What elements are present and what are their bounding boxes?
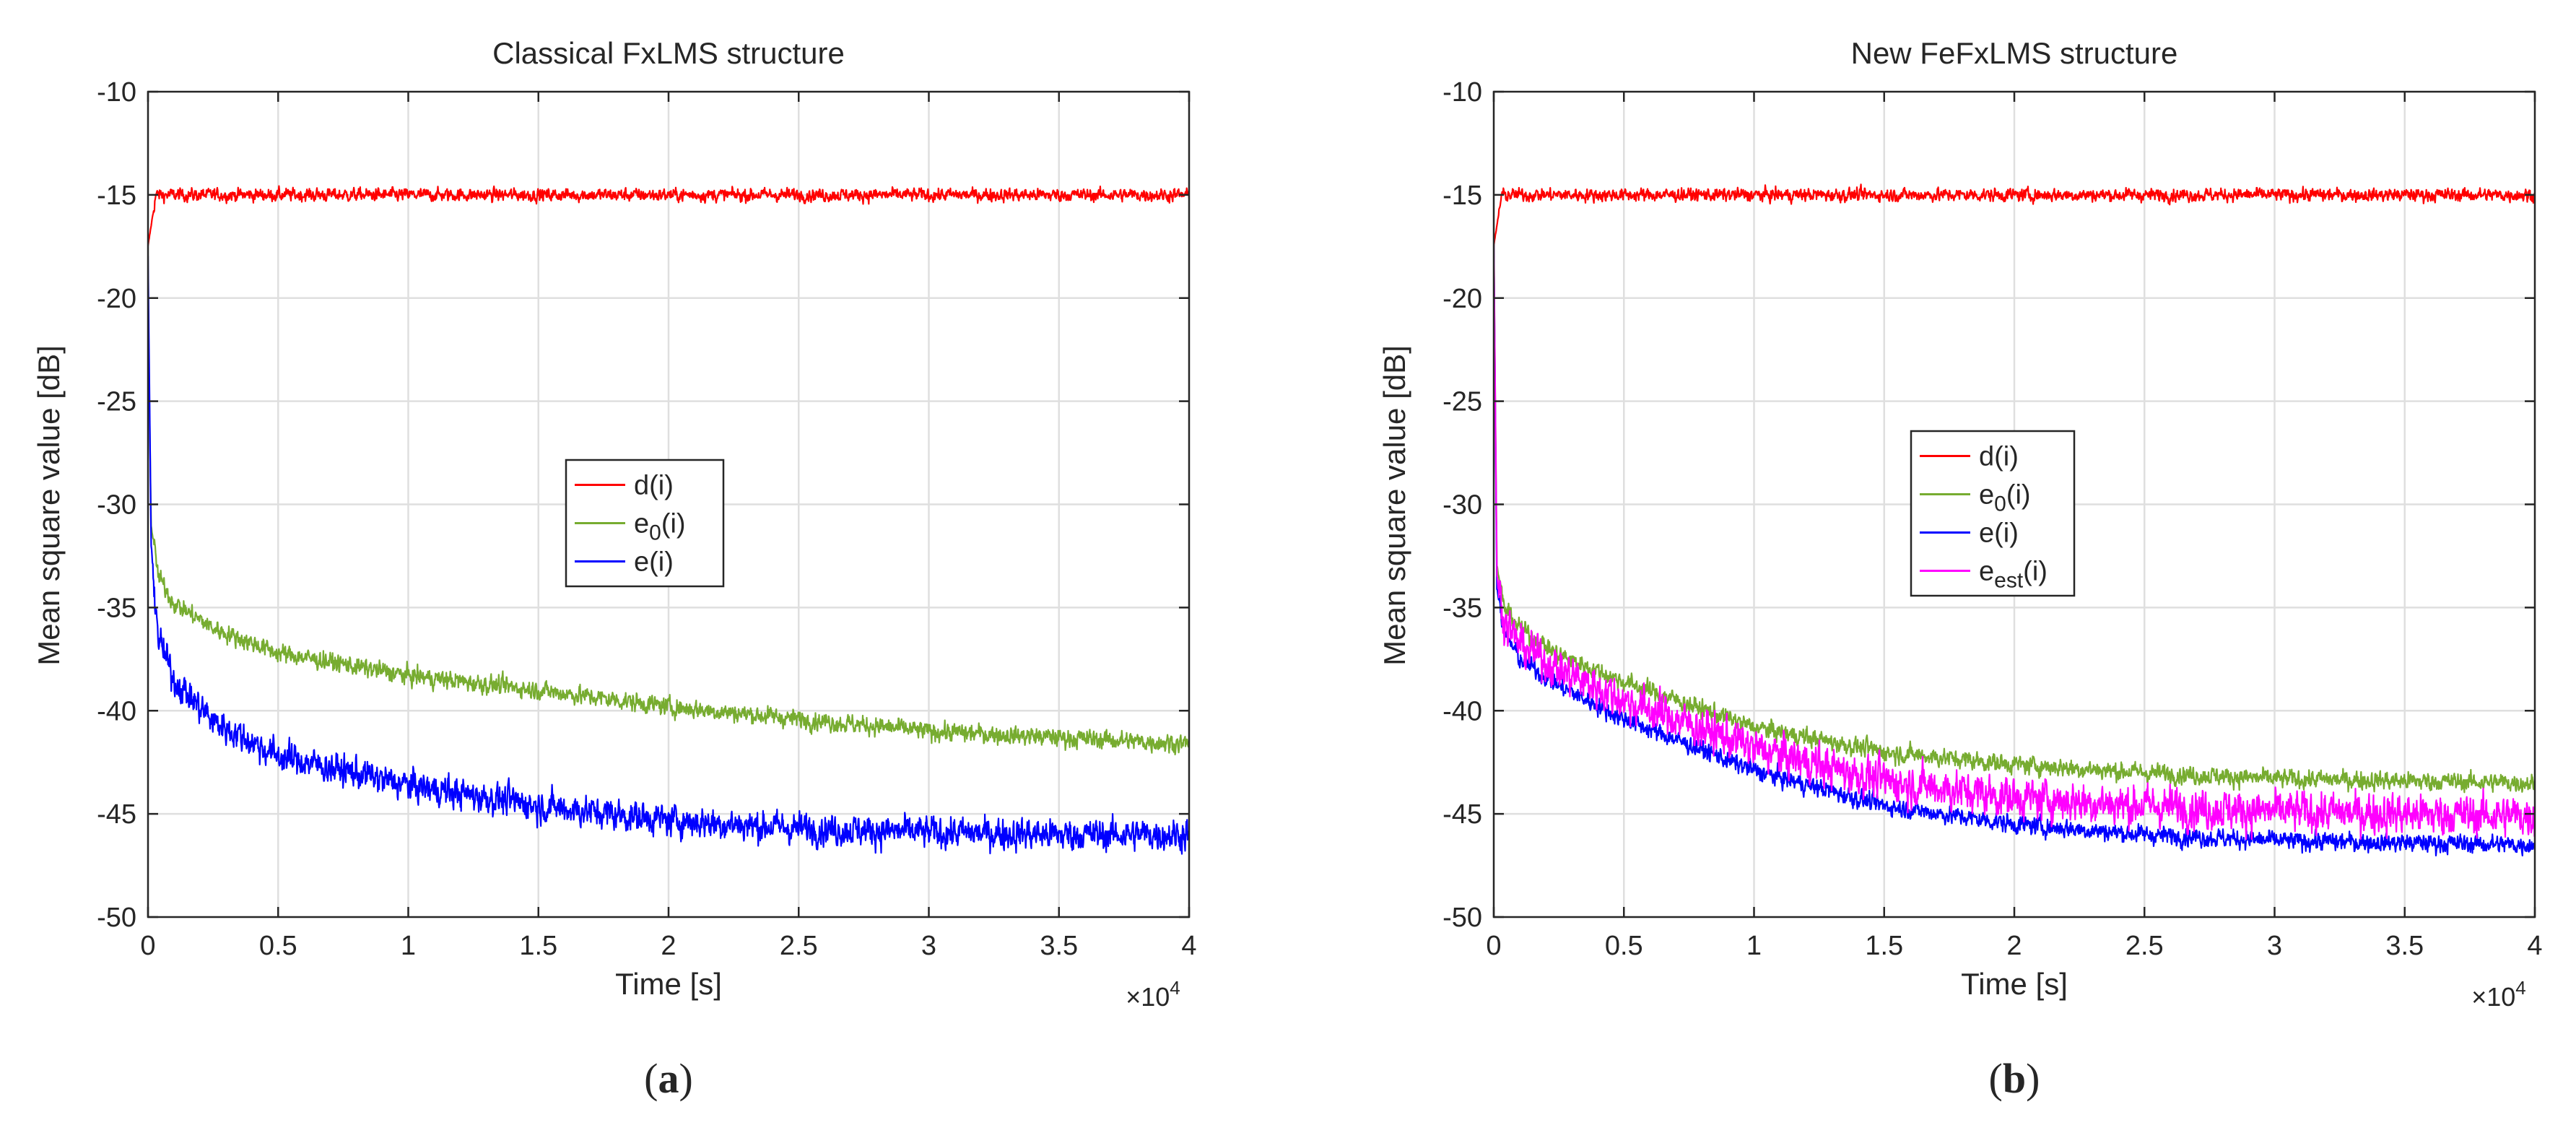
x-exponent-power: 4 <box>2515 977 2525 999</box>
x-tick-label: 2 <box>2006 931 2022 961</box>
y-tick-label: -35 <box>1443 593 1482 623</box>
legend-entry-label: eest(i) <box>1979 557 2048 593</box>
series-line-eesti <box>1494 238 2535 841</box>
y-tick-label: -25 <box>1443 387 1482 417</box>
y-tick-label: -15 <box>1443 181 1482 211</box>
y-tick-label: -10 <box>97 77 136 108</box>
x-exponent-power: 4 <box>1170 977 1180 999</box>
panel-label: (a) <box>644 1055 693 1102</box>
y-tick-label: -50 <box>1443 903 1482 933</box>
y-tick-label: -45 <box>1443 799 1482 830</box>
x-tick-label: 3.5 <box>2385 931 2424 961</box>
y-tick-label: -15 <box>97 181 136 211</box>
x-tick-label: 3 <box>921 931 936 961</box>
x-tick-label: 3 <box>2267 931 2282 961</box>
x-tick-label: 4 <box>2527 931 2542 961</box>
legend-entry-label: e0(i) <box>634 509 686 545</box>
x-axis-label: Time [s] <box>615 967 722 1001</box>
y-tick-label: -30 <box>97 490 136 521</box>
y-tick-label: -50 <box>97 903 136 933</box>
x-tick-label: 3.5 <box>1040 931 1078 961</box>
legend-entry-label: e0(i) <box>1979 480 2031 516</box>
x-tick-label: 4 <box>1181 931 1196 961</box>
y-tick-label: -40 <box>97 696 136 726</box>
y-tick-label: -40 <box>1443 696 1482 726</box>
x-tick-label: 1.5 <box>1865 931 1903 961</box>
x-exponent-label: ×104 <box>2471 977 2526 1012</box>
x-exponent-label: ×104 <box>1126 977 1180 1012</box>
x-axis-label: Time [s] <box>1961 967 2068 1001</box>
series-line-e0i <box>148 299 1189 756</box>
y-axis-label: Mean square value [dB] <box>32 345 66 666</box>
chart-panel-1: 0 0.5 1 1.5 2 2.5 3 3.5 4 -50 -45 -40 -35 -30 -25 -20 -1… <box>32 36 1197 1102</box>
x-tick-label: 2.5 <box>2125 931 2164 961</box>
legend: d(i) e0(i)e(i) eest(i) <box>1910 430 2076 597</box>
x-tick-label: 0.5 <box>259 931 297 961</box>
x-tick-label: 1 <box>401 931 416 961</box>
y-tick-label: -20 <box>1443 284 1482 314</box>
y-tick-label: -45 <box>97 799 136 830</box>
chart-panel-2: 0 0.5 1 1.5 2 2.5 3 3.5 4 -50 -45 -40 -35 -30 -25 -20 -1… <box>1378 36 2543 1102</box>
series-line-di <box>148 185 1189 246</box>
series-line-ei <box>1494 246 2535 856</box>
legend-box <box>1910 430 2076 597</box>
x-tick-label: 0 <box>1486 931 1501 961</box>
legend-entry-label: e(i) <box>634 547 674 578</box>
legend-entry-label: d(i) <box>1979 442 2019 472</box>
series-line-e0i <box>1494 235 2535 794</box>
panel-label: (b) <box>1989 1055 2040 1102</box>
x-tick-label: 2 <box>661 931 676 961</box>
x-tick-label: 0.5 <box>1605 931 1643 961</box>
series-line-ei <box>148 256 1189 855</box>
series-line-di <box>1494 183 2535 247</box>
x-tick-label: 1.5 <box>519 931 557 961</box>
y-tick-label: -30 <box>1443 490 1482 521</box>
legend: d(i) e0(i)e(i) <box>565 459 725 588</box>
x-tick-label: 2.5 <box>780 931 818 961</box>
x-tick-label: 0 <box>140 931 155 961</box>
legend-entry-label: d(i) <box>634 471 674 501</box>
y-tick-label: -20 <box>97 284 136 314</box>
y-tick-label: -25 <box>97 387 136 417</box>
y-axis-label: Mean square value [dB] <box>1378 345 1411 666</box>
x-tick-label: 1 <box>1746 931 1762 961</box>
chart-title: Classical FxLMS structure <box>492 36 845 70</box>
chart-title: New FeFxLMS structure <box>1851 36 2178 70</box>
y-tick-label: -35 <box>97 593 136 623</box>
y-tick-label: -10 <box>1443 77 1482 108</box>
series-group <box>1494 183 2535 856</box>
series-group <box>148 185 1189 855</box>
legend-entry-label: e(i) <box>1979 518 2019 549</box>
